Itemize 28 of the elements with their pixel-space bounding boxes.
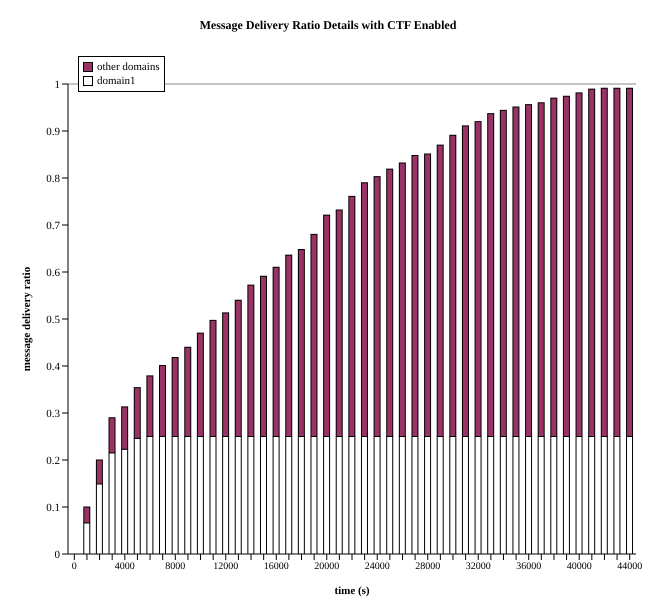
x-axis-title: time (s) [334,585,370,597]
x-tick-label: 0 [72,561,77,572]
chart-title: Message Delivery Ratio Details with CTF Enabled [198,18,458,33]
y-tick-label: 0.4 [46,360,60,373]
x-tick-label: 36000 [516,561,542,572]
y-tick-label: 0.2 [46,454,60,467]
legend-label: other domains [97,61,160,73]
y-tick-label: 0.1 [46,502,60,514]
x-tick-label: 24000 [364,561,390,572]
y-tick-label: 0.3 [46,408,60,420]
x-tick-label: 12000 [213,561,238,572]
x-tick-label: 28000 [415,561,440,572]
y-tick-label: 0.6 [46,266,60,279]
x-tick-label: 4000 [114,561,135,572]
y-tick-label: 0 [54,548,60,561]
y-tick-label: 1 [54,78,60,91]
x-tick-label: 8000 [165,561,186,572]
x-tick-label: 20000 [314,561,340,572]
x-tick-label: 16000 [264,561,289,572]
y-axis-title: message delivery ratio [20,266,33,372]
y-tick-label: 0.7 [46,220,60,232]
y-tick-label: 0.9 [46,126,60,138]
x-tick-label: 44000 [617,561,642,572]
legend-label: domain1 [97,75,136,87]
x-tick-label: 40000 [566,561,592,572]
y-tick-label: 0.8 [46,172,60,185]
x-tick-label: 32000 [466,561,491,572]
y-tick-label: 0.5 [46,314,60,326]
